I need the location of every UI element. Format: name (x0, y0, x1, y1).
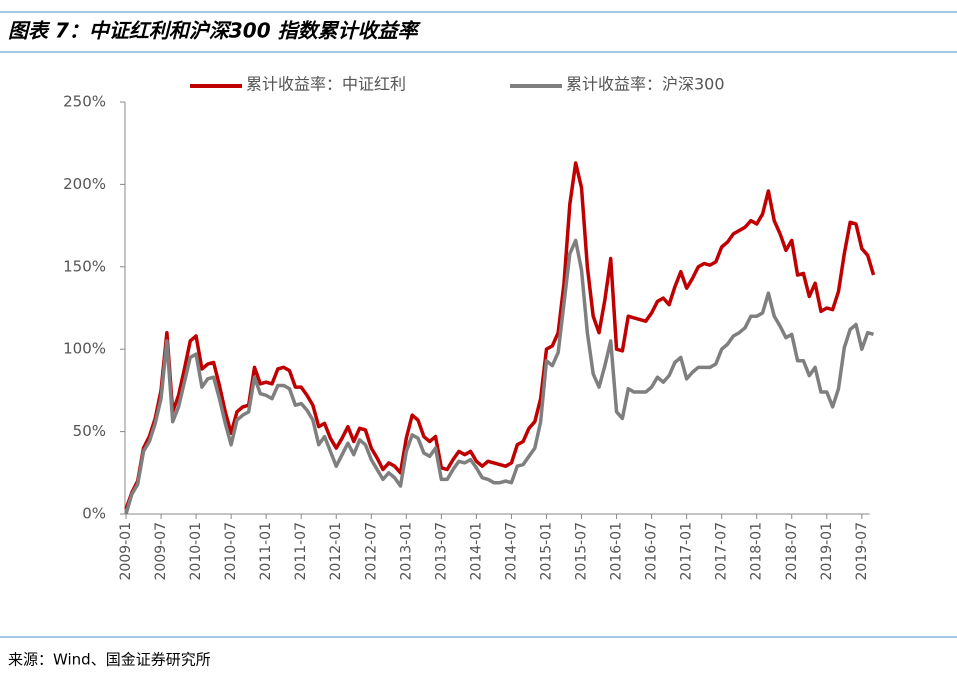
x-tick-label: 2019-07 (854, 522, 870, 581)
x-tick-label: 2017-07 (714, 522, 730, 581)
x-tick-label: 2016-01 (609, 522, 625, 581)
x-tick-label: 2013-07 (433, 522, 449, 581)
y-tick-label: 100% (63, 340, 106, 358)
x-tick-label: 2010-01 (188, 522, 204, 581)
y-tick-label: 0% (82, 505, 106, 523)
x-tick-label: 2011-07 (293, 522, 309, 581)
x-tick-label: 2009-01 (118, 522, 134, 581)
x-tick-label: 2014-01 (468, 522, 484, 581)
y-tick-label: 50% (73, 422, 106, 440)
legend-label: 累计收益率：沪深300 (566, 75, 725, 94)
x-tick-label: 2018-07 (784, 522, 800, 581)
y-tick-label: 200% (63, 175, 106, 193)
x-tick-label: 2011-01 (258, 522, 274, 581)
source-note: 来源：Wind、国金证券研究所 (8, 651, 211, 669)
x-tick-label: 2014-07 (503, 522, 519, 581)
x-tick-label: 2019-01 (819, 522, 835, 581)
x-tick-label: 2010-07 (223, 522, 239, 581)
y-tick-label: 250% (63, 93, 106, 111)
x-tick-label: 2013-01 (398, 522, 414, 581)
x-tick-label: 2012-07 (363, 522, 379, 581)
series-line (124, 161, 876, 510)
y-tick-label: 150% (63, 257, 106, 275)
legend-label: 累计收益率：中证红利 (246, 75, 406, 94)
x-tick-label: 2017-01 (679, 522, 695, 581)
x-tick-label: 2012-01 (328, 522, 344, 581)
x-tick-label: 2018-01 (749, 522, 765, 581)
x-tick-label: 2015-07 (574, 522, 590, 581)
x-tick-label: 2015-01 (538, 522, 554, 581)
x-tick-label: 2009-07 (153, 522, 169, 581)
x-tick-label: 2016-07 (644, 522, 660, 581)
series-line (124, 238, 874, 515)
chart-title: 图表 7：中证红利和沪深300 指数累计收益率 (8, 19, 422, 43)
